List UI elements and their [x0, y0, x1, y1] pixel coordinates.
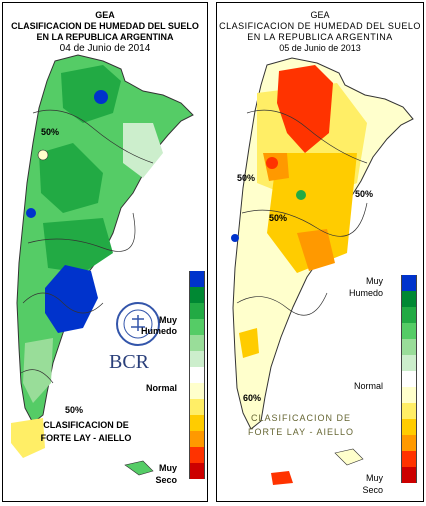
- right-title-gea: GEA: [310, 10, 330, 20]
- bcr-seal-icon: [116, 302, 160, 346]
- right-contour-label-d: 60%: [243, 393, 262, 403]
- scale-swatch: [189, 271, 205, 287]
- left-islands-shape: [124, 460, 154, 476]
- left-map-panel: GEA CLASIFICACION DE HUMEDAD DEL SUELO E…: [2, 2, 208, 502]
- left-classification-1: CLASIFICACION DE: [43, 420, 129, 430]
- scale-swatch: [401, 291, 417, 307]
- scale-swatch: [189, 335, 205, 351]
- right-legend-very-dry-2: Seco: [362, 485, 383, 495]
- scale-swatch: [189, 463, 205, 479]
- left-legend-very-dry-1: Muy: [159, 463, 177, 473]
- left-legend-very-dry-2: Seco: [155, 475, 177, 485]
- scale-swatch: [401, 435, 417, 451]
- right-classification-2: FORTE LAY - AIELLO: [247, 427, 355, 437]
- left-legend-very-wet-2: Humedo: [141, 326, 177, 336]
- right-soil-moisture-map: [231, 57, 414, 485]
- left-legend-very-wet-1: Muy: [159, 315, 177, 325]
- right-color-scale: [401, 275, 417, 483]
- scale-swatch: [401, 387, 417, 403]
- left-very-wet-zone: [45, 265, 98, 333]
- left-title-line2: CLASIFICACION DE HUMEDAD DEL SUELO: [11, 21, 199, 31]
- left-color-scale: [189, 271, 205, 479]
- bcr-logo-text: BCR: [109, 351, 150, 373]
- right-contour-label-b: 50%: [269, 213, 288, 223]
- scale-swatch: [401, 339, 417, 355]
- left-classification-2: FORTE LAY - AIELLO: [40, 433, 132, 443]
- scale-swatch: [189, 303, 205, 319]
- left-soil-moisture-map: [11, 54, 194, 476]
- scale-swatch: [401, 419, 417, 435]
- scale-swatch: [189, 351, 205, 367]
- left-legend-normal: Normal: [145, 383, 177, 393]
- left-date: 04 de Junio de 2014: [59, 43, 151, 54]
- scale-swatch: [189, 383, 205, 399]
- left-title-line3: EN LA REPUBLICA ARGENTINA: [36, 32, 174, 42]
- left-contour-label-b: 50%: [65, 405, 84, 415]
- scale-swatch: [189, 287, 205, 303]
- right-classification-1: CLASIFICACION DE: [250, 413, 351, 423]
- right-legend-normal: Normal: [353, 381, 383, 391]
- scale-swatch: [401, 371, 417, 387]
- scale-swatch: [189, 319, 205, 335]
- scale-swatch: [189, 399, 205, 415]
- scale-swatch: [401, 355, 417, 371]
- scale-swatch: [401, 403, 417, 419]
- scale-swatch: [189, 431, 205, 447]
- scale-swatch: [189, 447, 205, 463]
- scale-swatch: [401, 451, 417, 467]
- scale-swatch: [189, 415, 205, 431]
- right-islands-shape: [334, 448, 364, 466]
- left-title-gea: GEA: [95, 10, 115, 20]
- scale-swatch: [189, 367, 205, 383]
- right-title-line2: CLASIFICACION DE HUMEDAD DEL SUELO: [219, 21, 421, 31]
- right-date: 05 de Junio de 2013: [279, 43, 361, 53]
- scale-swatch: [401, 275, 417, 291]
- right-contour-label-a: 50%: [237, 173, 256, 183]
- scale-swatch: [401, 307, 417, 323]
- left-contour-label-a: 50%: [41, 127, 60, 137]
- right-legend-very-wet-1: Muy: [365, 276, 383, 286]
- scale-swatch: [401, 467, 417, 483]
- right-map-panel: GEA CLASIFICACION DE HUMEDAD DEL SUELO E…: [216, 2, 424, 502]
- right-legend-very-dry-1: Muy: [365, 473, 383, 483]
- scale-swatch: [401, 323, 417, 339]
- right-very-dry-zone: [277, 65, 333, 153]
- right-legend-very-wet-2: Humedo: [348, 288, 383, 298]
- right-contour-label-c: 50%: [355, 189, 374, 199]
- right-title-line3: EN LA REPUBLICA ARGENTINA: [247, 32, 393, 42]
